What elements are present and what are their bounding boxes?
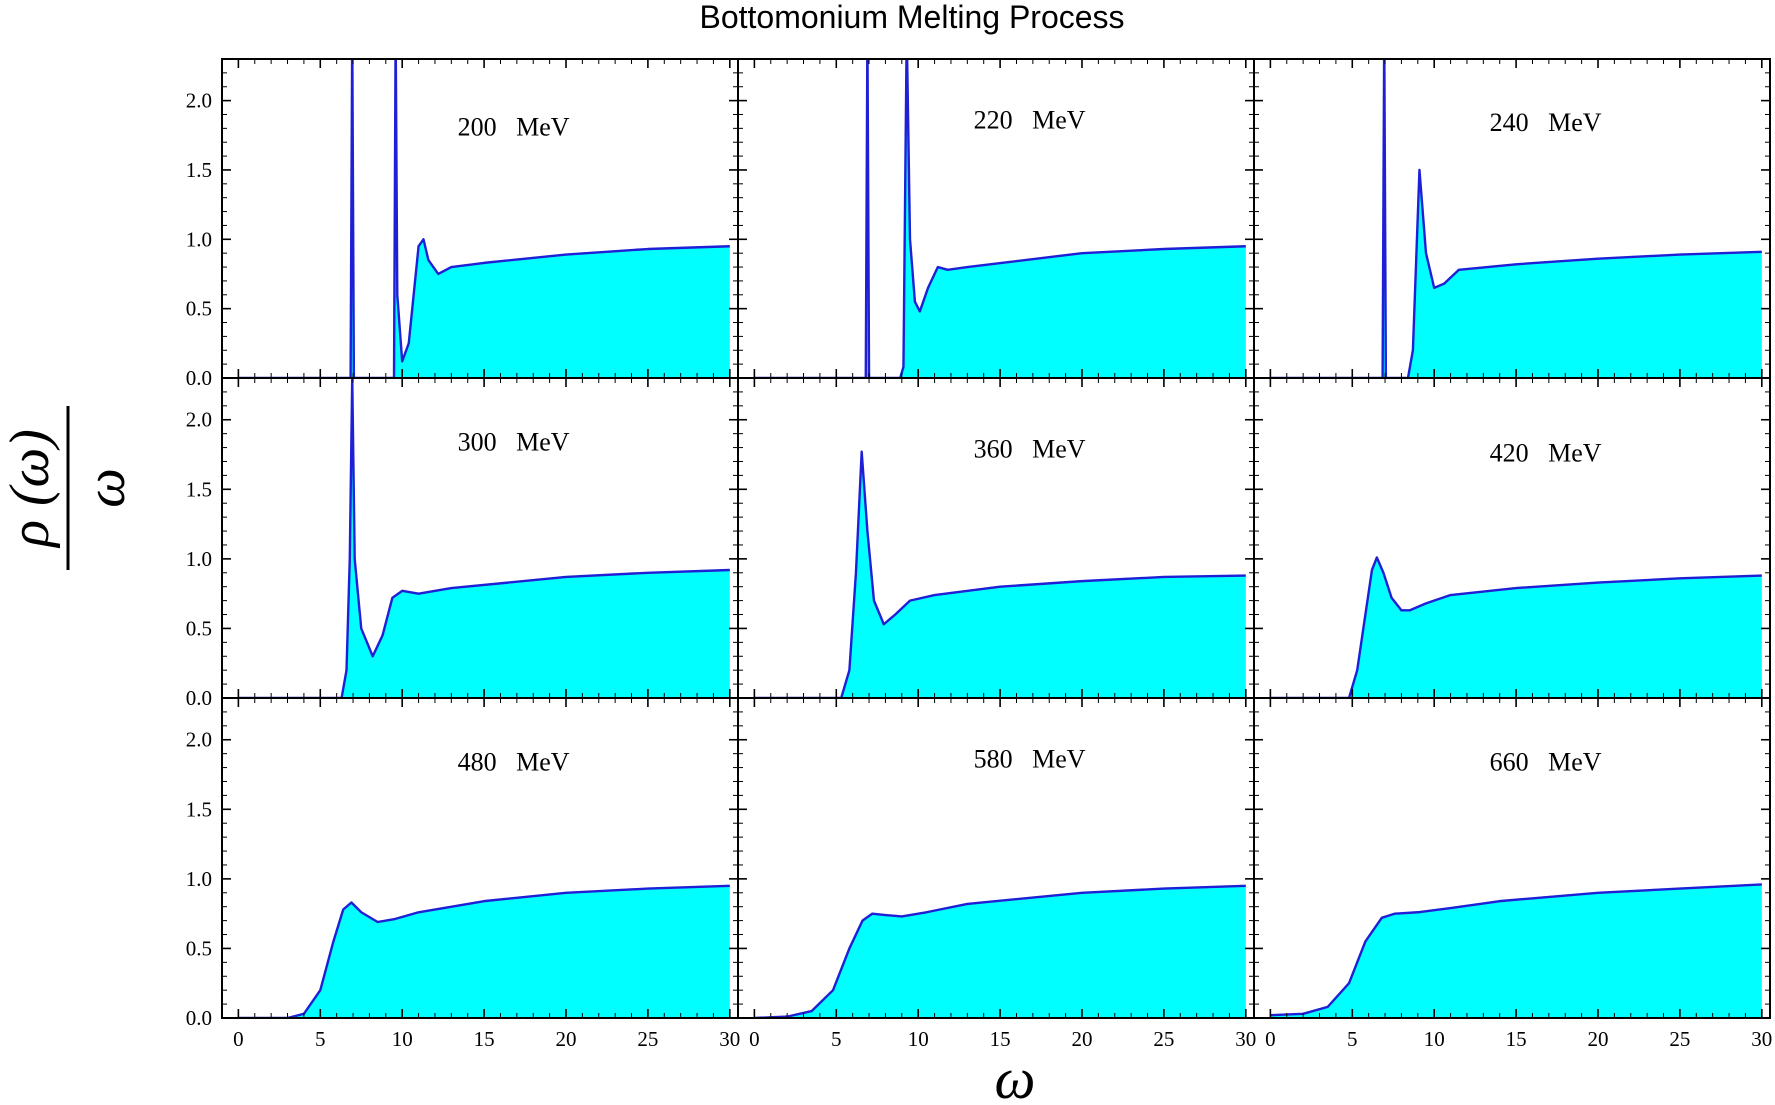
panel-2-spectral-line	[754, 59, 1246, 378]
x-tick-label: 25	[1669, 1027, 1690, 1051]
panel-5-spectral-line	[754, 450, 1246, 698]
panel-4-temperature-label: 300 MeV	[458, 427, 570, 456]
y-axis-label: ρ (ω) ω	[0, 406, 137, 570]
panel-9-spectral-line	[1270, 883, 1762, 1017]
y-tick-label: 0.0	[186, 686, 212, 710]
panel-8-temperature-label: 580 MeV	[974, 745, 1086, 774]
y-tick-label: 1.5	[186, 797, 212, 821]
panel-5-area-fill	[754, 451, 1246, 698]
panel-1-spectral-line	[238, 59, 730, 378]
panel-4-area-fill	[238, 378, 730, 698]
panel-9-frame	[1253, 697, 1771, 1019]
y-tick-label: 1.0	[186, 867, 212, 891]
y-tick-label: 2.0	[186, 89, 212, 113]
x-tick-label: 10	[1424, 1027, 1445, 1051]
y-axis-label-denominator: ω	[75, 468, 137, 508]
y-tick-label: 1.5	[186, 477, 212, 501]
panel-8: 0 5 10 15 20 25 30 580 MeV	[737, 697, 1256, 1051]
x-tick-label: 0	[233, 1027, 244, 1051]
panel-1: 0.0 0.5 1.0 1.5 2.0 200 MeV	[186, 58, 739, 390]
panel-1-temperature-label: 200 MeV	[458, 112, 570, 141]
x-tick-label: 0	[1265, 1027, 1276, 1051]
x-tick-label: 25	[1153, 1027, 1174, 1051]
x-tick-label: 5	[1347, 1027, 1358, 1051]
panel-6: 420 MeV	[1253, 377, 1771, 699]
panel-7-spectral-line	[238, 884, 730, 1018]
panel-5: 360 MeV	[737, 377, 1255, 699]
panel-2-temperature-label: 220 MeV	[974, 105, 1086, 134]
x-tick-label: 30	[1751, 1027, 1772, 1051]
panel-2: 220 MeV	[737, 58, 1255, 379]
chart-title: Bottomonium Melting Process	[699, 0, 1124, 35]
y-tick-label: 0.0	[186, 1006, 212, 1030]
y-tick-label: 1.0	[186, 547, 212, 571]
x-tick-label: 15	[1506, 1027, 1527, 1051]
y-tick-label: 0.5	[186, 616, 212, 640]
x-tick-label: 30	[1235, 1027, 1256, 1051]
panel-6-spectral-line	[1270, 556, 1762, 698]
panel-4-spectral-line	[238, 378, 730, 698]
panel-5-temperature-label: 360 MeV	[974, 434, 1086, 463]
x-tick-label: 20	[1072, 1027, 1093, 1051]
panel-8-spectral-line	[754, 884, 1246, 1018]
panel-8-area-fill	[754, 885, 1246, 1018]
x-tick-label: 30	[719, 1027, 740, 1051]
x-tick-label: 25	[637, 1027, 658, 1051]
panel-3: 240 MeV	[1253, 58, 1771, 379]
x-tick-label: 20	[1588, 1027, 1609, 1051]
y-tick-label: 1.0	[186, 227, 212, 251]
y-axis-label-numerator: ρ (ω)	[0, 429, 61, 549]
panel-9-area-fill	[1270, 884, 1762, 1018]
panel-3-temperature-label: 240 MeV	[1490, 108, 1602, 137]
y-tick-label: 1.5	[186, 158, 212, 182]
panel-7-area-fill	[238, 885, 730, 1018]
panel-7: 0.0 0.5 1.0 1.5 2.0 0 5 10 15 20 25 30 480 MeV	[186, 697, 740, 1051]
x-tick-label: 5	[315, 1027, 326, 1051]
panel-7-temperature-label: 480 MeV	[458, 747, 570, 776]
x-tick-label: 10	[908, 1027, 929, 1051]
x-tick-label: 20	[556, 1027, 577, 1051]
panel-9: 0 5 10 15 20 25 30 660 MeV	[1253, 697, 1772, 1051]
x-tick-label: 0	[749, 1027, 760, 1051]
x-tick-label: 15	[990, 1027, 1011, 1051]
panel-4: 0.0 0.5 1.0 1.5 2.0 300 MeV	[186, 377, 739, 710]
panel-1-area-fill	[238, 59, 730, 378]
y-tick-label: 2.0	[186, 408, 212, 432]
y-tick-label: 2.0	[186, 728, 212, 752]
panel-6-temperature-label: 420 MeV	[1490, 438, 1602, 467]
x-tick-label: 5	[831, 1027, 842, 1051]
x-axis-label: ω	[995, 1046, 1036, 1105]
panel-3-area-fill	[1270, 59, 1762, 378]
panel-6-area-fill	[1270, 557, 1762, 698]
panel-3-spectral-line	[1270, 59, 1762, 378]
panel-2-area-fill	[754, 59, 1246, 378]
y-tick-label: 0.0	[186, 366, 212, 390]
x-tick-label: 10	[392, 1027, 413, 1051]
y-tick-label: 0.5	[186, 936, 212, 960]
x-tick-label: 15	[474, 1027, 495, 1051]
panel-9-temperature-label: 660 MeV	[1490, 747, 1602, 776]
y-tick-label: 0.5	[186, 297, 212, 321]
